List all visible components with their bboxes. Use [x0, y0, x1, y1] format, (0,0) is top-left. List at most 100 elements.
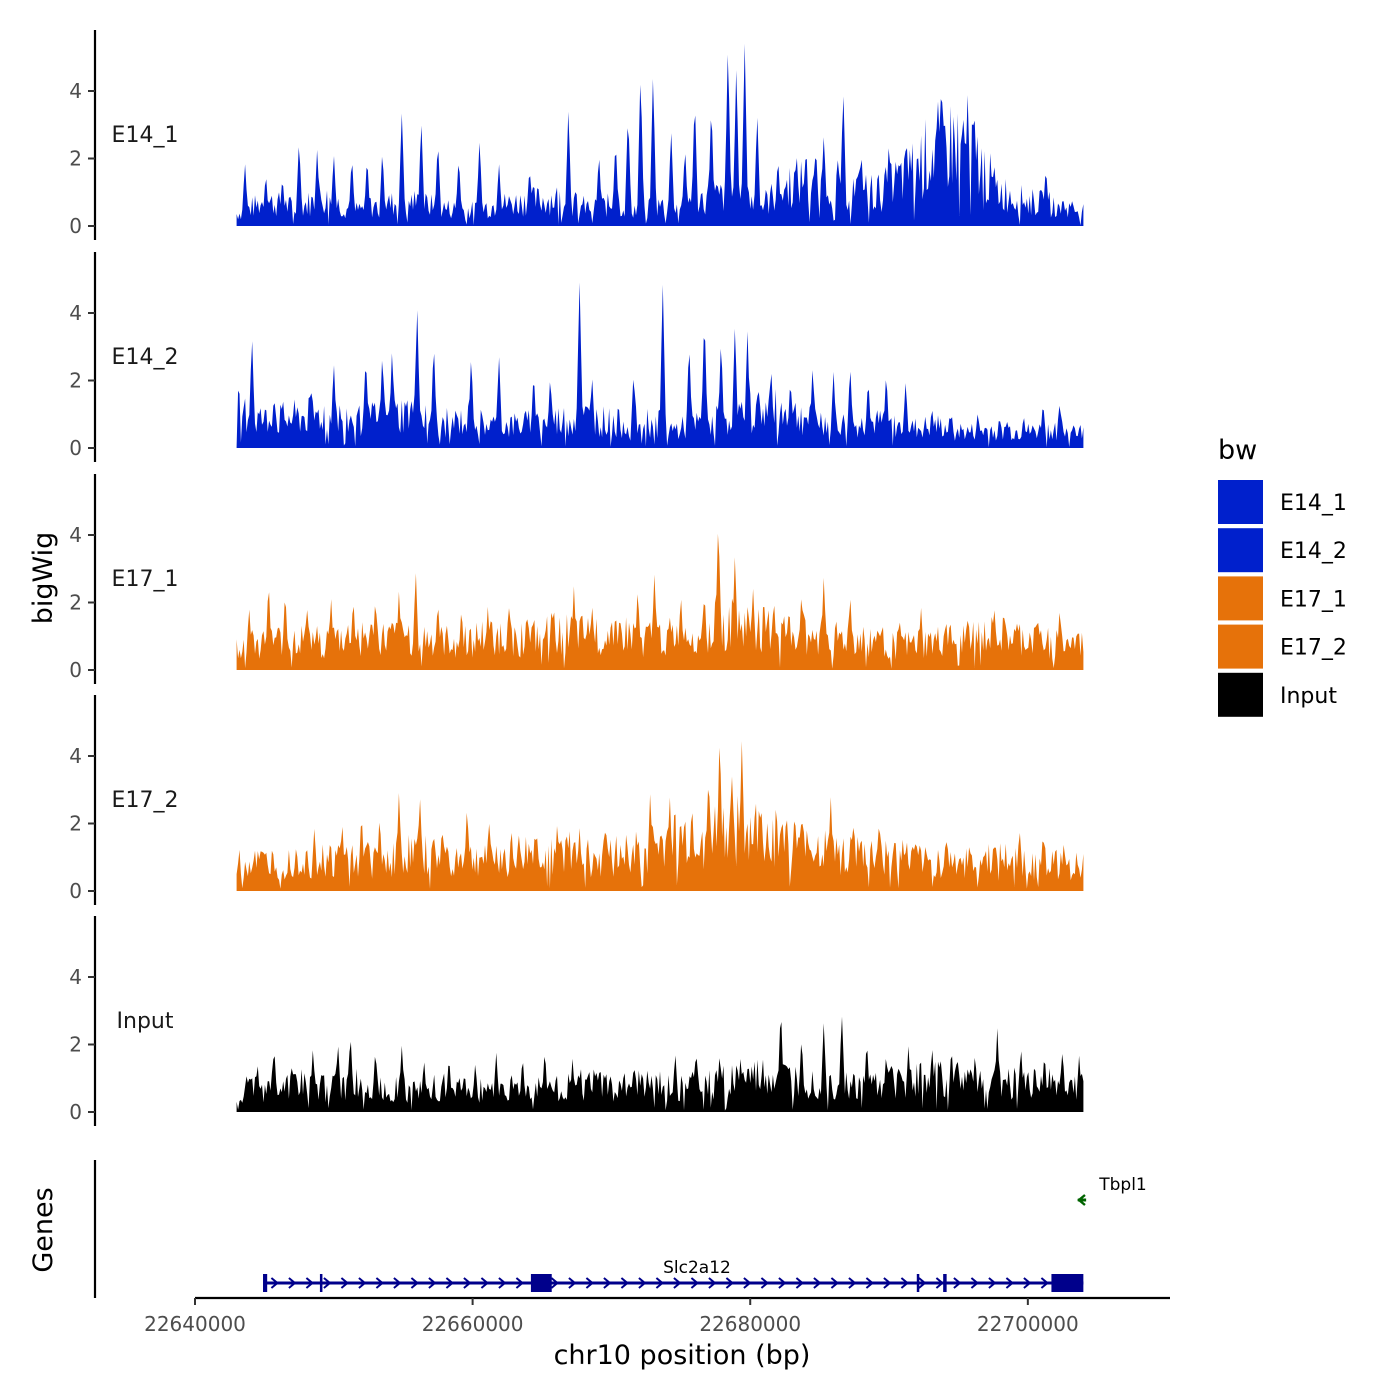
strand-arrow: [620, 1277, 629, 1289]
track-Input: 0 2 4 Input: [69, 916, 1084, 1126]
exon-block: [263, 1274, 268, 1292]
strand-arrow: [865, 1277, 874, 1289]
strand-arrow: [585, 1277, 594, 1289]
gene-label: Slc2a12: [663, 1258, 731, 1278]
y-tick-label: 2: [69, 591, 82, 615]
strand-arrow: [428, 1277, 437, 1289]
strand-arrow: [638, 1277, 647, 1289]
strand-arrow: [935, 1277, 944, 1289]
track-E17_1: 0 2 4 E17_1: [69, 474, 1084, 684]
signal-area-E14_1: [236, 43, 1084, 226]
x-tick-label: 22640000: [144, 1312, 246, 1336]
strand-arrow: [795, 1277, 804, 1289]
legend-item-E14_1: E14_1: [1218, 480, 1347, 524]
y-tick-label: 0: [69, 214, 82, 238]
genes-panel: Slc2a12 Tbpl1: [93, 1160, 1147, 1298]
y-tick-label: 4: [69, 965, 82, 989]
y-tick-label: 2: [69, 147, 82, 171]
x-tick-label: 22680000: [699, 1312, 801, 1336]
strand-arrow: [813, 1277, 822, 1289]
strand-arrow: [305, 1277, 314, 1289]
signal-area-E17_2: [236, 741, 1084, 891]
y-tick-label: 0: [69, 658, 82, 682]
exon-block: [530, 1274, 552, 1292]
x-tick-label: 22660000: [422, 1312, 524, 1336]
strand-arrow: [463, 1277, 472, 1289]
strand-arrow: [498, 1277, 507, 1289]
strand-arrow: [690, 1277, 699, 1289]
legend-swatch: [1218, 528, 1263, 573]
strand-arrow: [270, 1277, 279, 1289]
strand-arrow: [725, 1277, 734, 1289]
y-tick-label: 4: [69, 523, 82, 547]
gene-Slc2a12: Slc2a12: [263, 1258, 1084, 1292]
strand-arrow: [603, 1277, 612, 1289]
legend-label: Input: [1280, 684, 1337, 709]
strand-arrow: [1023, 1277, 1032, 1289]
strand-arrow: [1005, 1277, 1014, 1289]
legend-swatch: [1218, 672, 1263, 717]
strand-arrow: [358, 1277, 367, 1289]
track-E14_1: 0 2 4 E14_1: [69, 30, 1084, 240]
track-E14_2: 0 2 4 E14_2: [69, 252, 1084, 462]
strand-arrow: [288, 1277, 297, 1289]
strand-arrow: [340, 1277, 349, 1289]
legend-swatch: [1218, 624, 1263, 669]
legend-swatch: [1218, 480, 1263, 524]
strand-arrow: [445, 1277, 454, 1289]
x-tick-label: 22700000: [977, 1312, 1079, 1336]
strand-arrow: [568, 1277, 577, 1289]
y-axis-title: bigWig: [28, 532, 59, 625]
legend-item-E14_2: E14_2: [1218, 528, 1347, 573]
legend-item-Input: Input: [1218, 672, 1337, 717]
strand-arrow: [323, 1277, 332, 1289]
exon-block: [1051, 1274, 1084, 1292]
strand-arrow: [953, 1277, 962, 1289]
y-tick-label: 2: [69, 812, 82, 836]
strand-arrow: [743, 1277, 752, 1289]
y-tick-label: 0: [69, 879, 82, 903]
legend-label: E17_1: [1280, 587, 1347, 612]
strand-arrow: [848, 1277, 857, 1289]
legend-label: E14_2: [1280, 539, 1347, 564]
strand-arrow: [1077, 1194, 1086, 1206]
legend-label: E17_2: [1280, 636, 1347, 661]
legend-swatch: [1218, 576, 1263, 621]
y-tick-label: 4: [69, 301, 82, 325]
strand-arrow: [1040, 1277, 1049, 1289]
strand-arrow: [708, 1277, 717, 1289]
strand-arrow: [883, 1277, 892, 1289]
y-tick-label: 4: [69, 79, 82, 103]
y-tick-label: 2: [69, 1033, 82, 1057]
signal-area-E14_2: [236, 282, 1084, 448]
strand-arrow: [760, 1277, 769, 1289]
strand-arrow: [778, 1277, 787, 1289]
strand-arrow: [655, 1277, 664, 1289]
strand-arrow: [970, 1277, 979, 1289]
strand-arrow: [830, 1277, 839, 1289]
x-axis-title: chr10 position (bp): [554, 1340, 811, 1371]
y-tick-label: 0: [69, 436, 82, 460]
legend-title: bw: [1218, 435, 1257, 466]
exon-block: [319, 1274, 323, 1292]
strand-arrow: [375, 1277, 384, 1289]
strand-arrow: [673, 1277, 682, 1289]
strand-arrow: [410, 1277, 419, 1289]
legend-item-E17_2: E17_2: [1218, 624, 1347, 669]
strand-arrow: [900, 1277, 909, 1289]
track-label: E17_2: [112, 788, 179, 813]
strand-arrow: [393, 1277, 402, 1289]
strand-arrow: [515, 1277, 524, 1289]
y-tick-label: 4: [69, 744, 82, 768]
signal-area-E17_1: [236, 533, 1084, 670]
legend-item-E17_1: E17_1: [1218, 576, 1347, 621]
y-tick-label: 2: [69, 369, 82, 393]
track-label: E14_2: [112, 345, 179, 370]
exon-block: [943, 1274, 947, 1292]
track-label: E14_1: [112, 123, 179, 148]
track-label: Input: [117, 1009, 174, 1034]
legend: E14_1 E14_2 E17_1 E17_2 Input: [1218, 480, 1347, 717]
signal-area-Input: [236, 1016, 1084, 1112]
strand-arrow: [918, 1277, 927, 1289]
